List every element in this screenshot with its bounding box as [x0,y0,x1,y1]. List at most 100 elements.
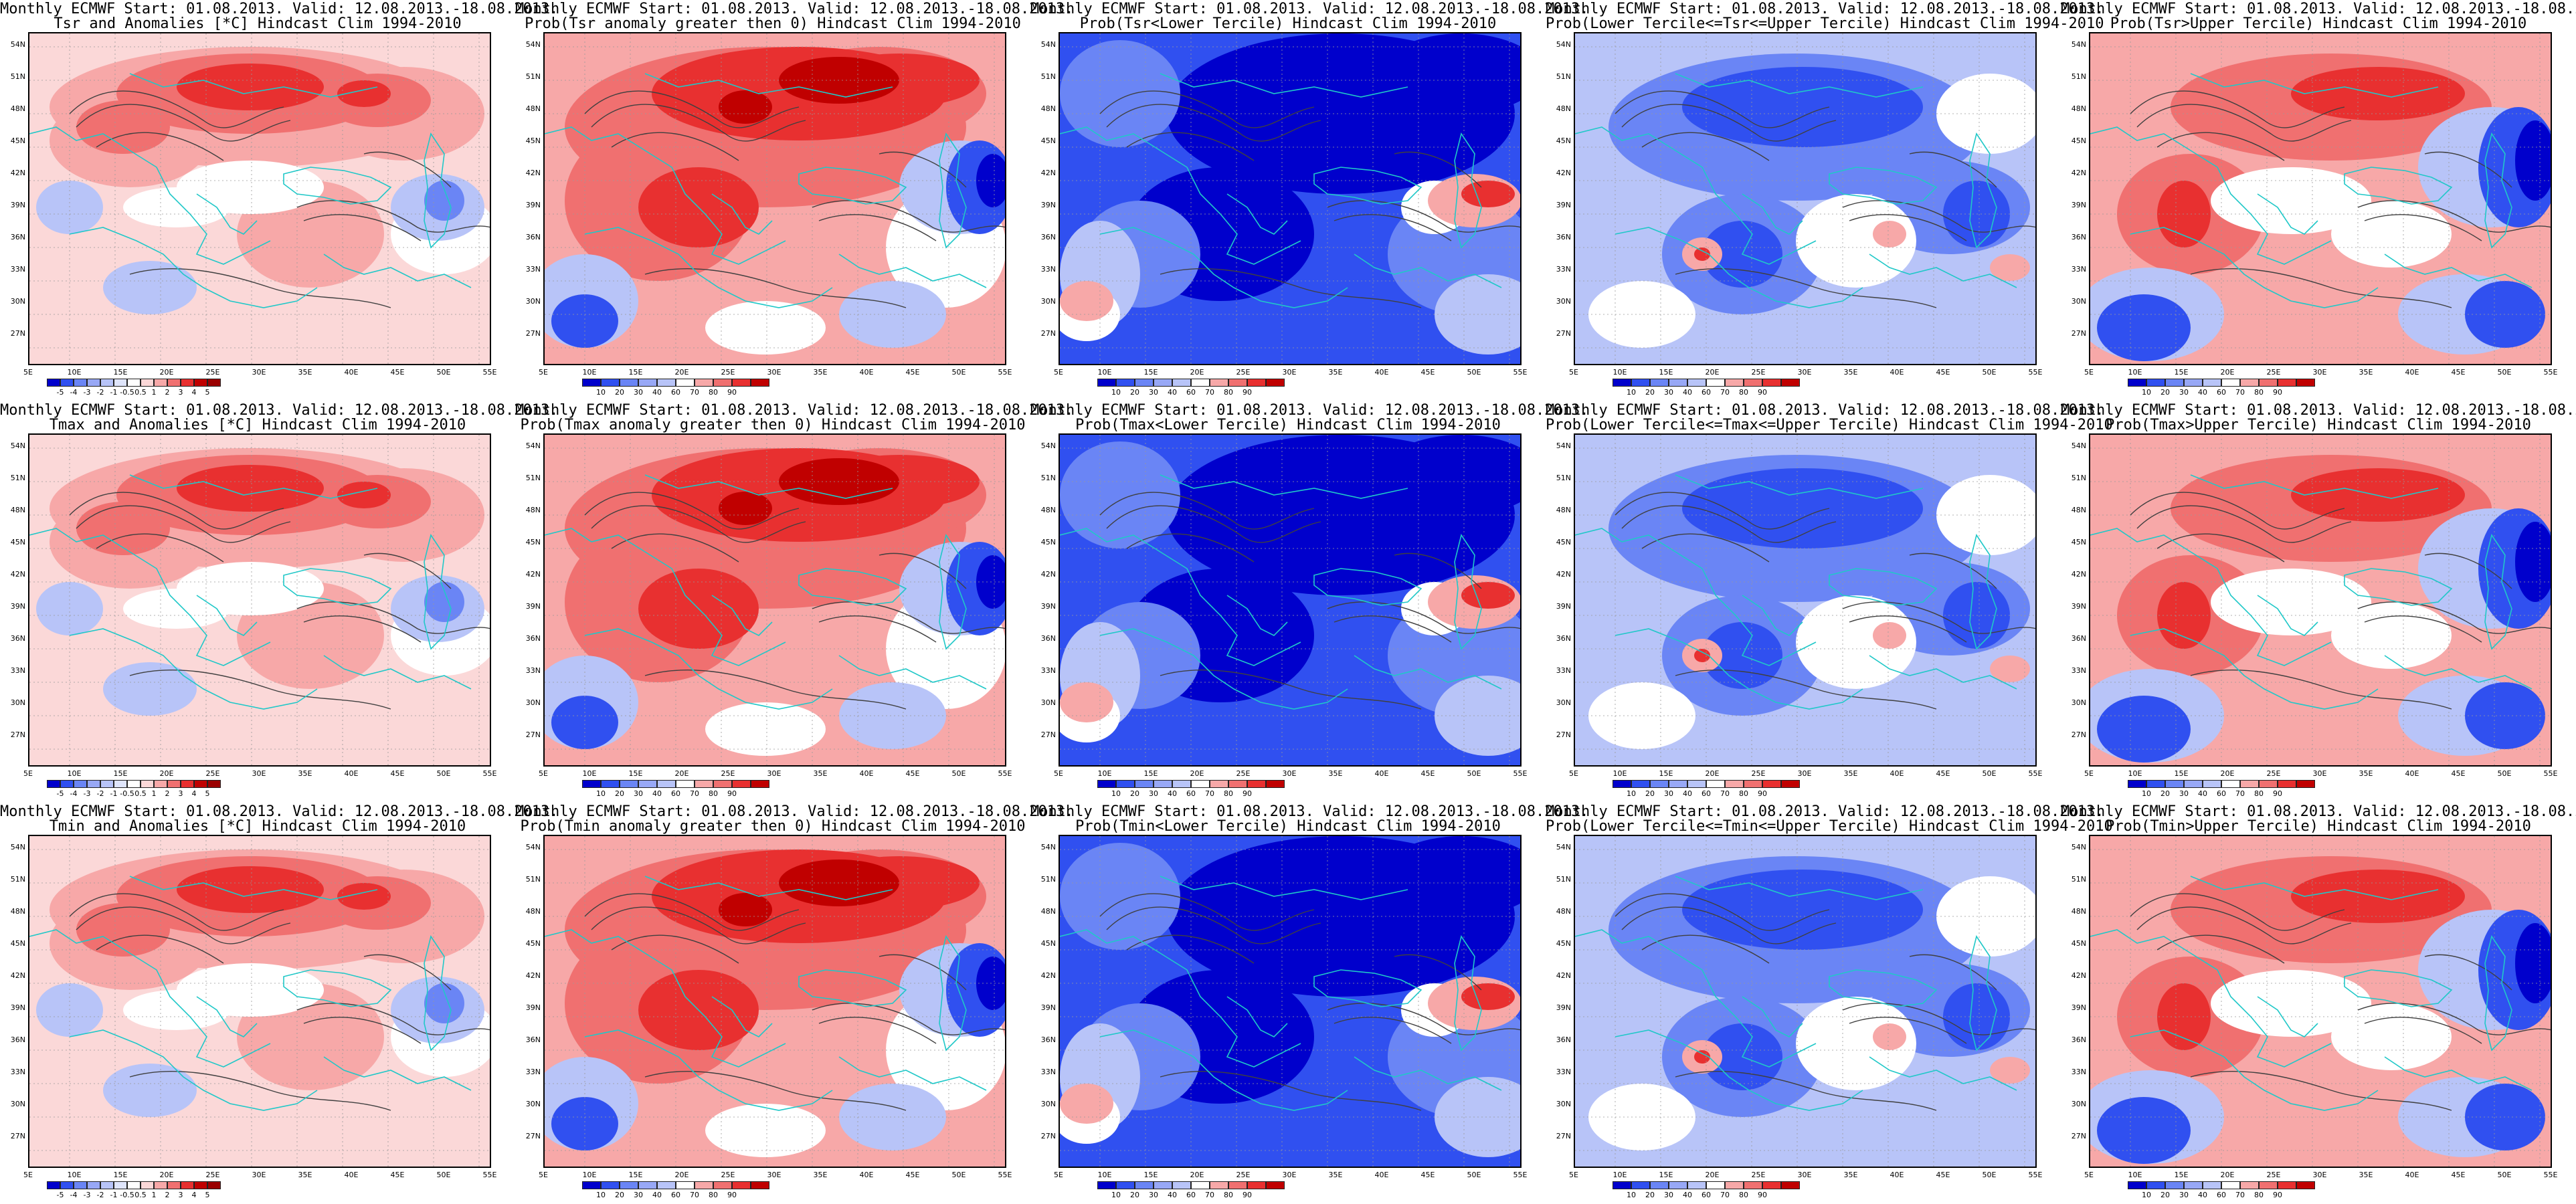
colorbar-label: 20 [1645,1191,1655,1199]
lon-tick-label: 10E [1613,368,1627,377]
colorbar-label: 10 [596,388,606,397]
lon-tick-label: 30E [767,769,781,778]
colorbar-segment [1650,1181,1669,1189]
lon-tick-label: 5E [1054,1171,1063,1179]
colorbar-segment [194,780,207,788]
lat-tick-label: 27N [1556,1132,1571,1140]
colorbar-label: 30 [1149,388,1158,397]
contour-line [1842,200,2035,233]
coastline [1869,655,2017,690]
colorbar-segment [732,1181,751,1189]
lon-tick-label: 35E [2359,1171,2373,1179]
lon-tick-label: 55E [2543,368,2558,377]
lon-tick-label: 10E [582,1171,597,1179]
coastline [2384,655,2533,690]
map-plot [2089,835,2552,1168]
lat-tick-label: 51N [2071,474,2086,482]
colorbar-label: 70 [1205,1191,1214,1199]
coastline [129,73,378,98]
colorbar-segment [1744,1181,1762,1189]
colorbar-label: 30 [2179,388,2189,397]
lat-tick-label: 45N [525,136,541,145]
colorbar-segment [87,1181,100,1189]
lon-tick-label: 50E [951,368,966,377]
colorbar-label: 30 [634,789,643,798]
colorbar-segment [2221,1181,2240,1189]
colorbar-label: 1 [151,388,157,397]
contour-line [1333,1017,1452,1044]
coastline [1742,996,1803,1037]
contour-line [129,268,391,308]
coastline [69,1029,318,1111]
lat-tick-label: 33N [1556,666,1571,675]
field-shade-region [1461,582,1515,609]
lon-tick-label: 5E [539,368,548,377]
map-panel: Monthly ECMWF Start: 01.08.2013. Valid: … [1030,803,1588,1204]
colorbar-segment [1116,780,1135,788]
colorbar-segment [1097,1181,1116,1189]
contour-line [1615,90,1830,128]
colorbar-label: 10 [1111,388,1121,397]
colorbar-label: 80 [1739,1191,1748,1199]
colorbar-segment [2221,379,2240,387]
contour-line [2190,1071,2452,1111]
colorbar-label: 30 [1664,1191,1673,1199]
lon-tick-label: 20E [159,1171,174,1179]
colorbar-label: 30 [1149,1191,1158,1199]
colorbar-segment [2240,1181,2259,1189]
lat-tick-label: 45N [10,538,25,546]
colorbar-label: 40 [1168,1191,1177,1199]
field-shade-region [177,64,324,110]
colorbar-segment [713,1181,732,1189]
lon-tick-label: 20E [674,769,689,778]
colorbar-label: 60 [1186,1191,1196,1199]
colorbar-segment [1687,780,1706,788]
contour-line [296,200,490,233]
coastline [1969,132,1997,249]
lat-tick-label: 39N [525,602,541,611]
lon-tick-label: 25E [1236,769,1251,778]
lon-tick-label: 35E [1328,1171,1343,1179]
coastline [1060,528,1301,666]
lat-tick-label: 51N [2071,72,2086,81]
colorbar-label: 5 [205,789,210,798]
field-shade-region [839,682,946,749]
lon-tick-label: 40E [859,1171,874,1179]
colorbar-label: 40 [2198,388,2207,397]
colorbar-segment [100,379,114,387]
lon-tick-label: 30E [252,1171,266,1179]
lat-tick-label: 42N [2071,169,2086,177]
contour-line [2136,906,2352,944]
contour-line [1160,670,1422,710]
lat-tick-label: 39N [1040,602,1056,611]
colorbar-label: 90 [1243,789,1252,798]
colorbar-segment [676,1181,695,1189]
colorbar-label: 10 [2142,789,2151,798]
colorbar-label: 70 [2235,789,2245,798]
contour-line [644,670,907,710]
coastline [545,528,786,666]
lat-tick-label: 39N [525,201,541,209]
lat-tick-label: 54N [10,441,25,450]
lon-tick-label: 15E [113,769,128,778]
contour-line [584,492,800,530]
lat-tick-label: 36N [525,1035,541,1044]
lat-tick-label: 42N [1040,169,1056,177]
colorbar-segment [2165,780,2184,788]
map-panel: Monthly ECMWF Start: 01.08.2013. Valid: … [1546,401,2113,803]
field-shade-region [424,983,464,1023]
lat-tick-label: 27N [2071,730,2086,739]
lon-tick-label: 35E [813,769,828,778]
panel-title-line1: Monthly ECMWF Start: 01.08.2013. Valid: … [1546,402,2104,419]
field-shade-region [1936,475,2035,555]
colorbar-segment [1706,1181,1725,1189]
coastline [29,528,271,666]
contour-line [1849,1017,1967,1044]
map-panel: Monthly ECMWF Start: 01.08.2013. Valid: … [515,0,1073,401]
lon-tick-label: 35E [1843,368,1858,377]
colorbar-label: 40 [2198,789,2207,798]
coastline [1354,655,1502,690]
colorbar-segment [1781,379,1800,387]
coastline [545,929,786,1068]
colorbar-label: 3 [178,1191,183,1199]
